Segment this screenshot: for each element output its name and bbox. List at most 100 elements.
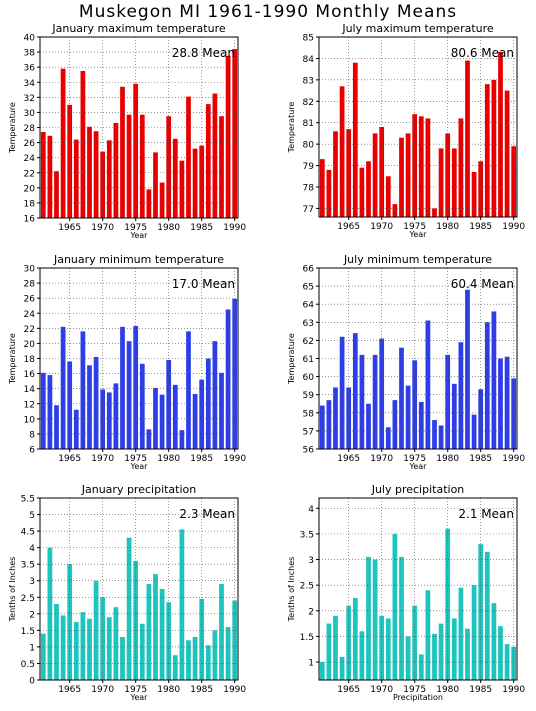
bar-1973 [399, 556, 404, 680]
bar-1972 [392, 400, 398, 449]
bar-1985 [478, 389, 484, 449]
x-tick-label: 1975 [124, 685, 147, 695]
bar-1977 [146, 584, 152, 680]
page-title: Muskegon MI 1961-1990 Monthly Means [78, 2, 458, 22]
bar-1967 [359, 167, 365, 217]
bar-1983 [186, 640, 191, 680]
bar-1970 [379, 615, 385, 680]
mean-annotation: 2.1 Mean [458, 507, 514, 521]
bar-1966 [73, 622, 79, 680]
x-tick-label: 1965 [58, 223, 81, 233]
bar-1977 [146, 189, 152, 218]
bar-1990 [232, 600, 238, 680]
x-tick-label: 1990 [223, 223, 246, 233]
bar-1962 [326, 623, 332, 680]
bar-1962 [326, 400, 332, 449]
x-tick-label: 1980 [157, 223, 180, 233]
bar-1973 [399, 137, 404, 217]
bar-1968 [87, 365, 92, 449]
bar-1968 [366, 556, 371, 680]
bar-1976 [418, 401, 424, 449]
y-tick-label: 78 [303, 184, 315, 194]
y-tick-label: 10 [24, 415, 36, 425]
y-tick-label: 24 [24, 154, 36, 164]
bar-1964 [339, 656, 345, 680]
bar-1976 [139, 363, 145, 449]
x-tick-label: 1980 [157, 454, 180, 464]
bar-1981 [451, 148, 457, 217]
bar-1966 [352, 597, 358, 680]
x-axis-label: Year [409, 230, 428, 239]
chart-panel-5: 0 0.5 1 1.5 2 2.5 3 3.5 4 4.5 5 5.5 1965 1970 1975 1980… [8, 483, 246, 702]
y-tick-label: 40 [24, 34, 36, 44]
bar-1986 [205, 104, 211, 218]
y-tick-label: 83 [303, 76, 314, 86]
bar-1974 [126, 341, 132, 449]
bar-1963 [54, 603, 59, 680]
bar-1985 [478, 161, 484, 217]
y-tick-label: 16 [24, 370, 36, 380]
bar-1990 [511, 378, 517, 449]
plot-frame [318, 497, 518, 681]
bar-1967 [359, 631, 365, 680]
x-tick-label: 1990 [223, 454, 246, 464]
bar-1985 [199, 379, 205, 449]
bar-1964 [339, 336, 345, 449]
bar-1975 [133, 560, 139, 680]
bar-1981 [172, 655, 178, 680]
bar-1975 [412, 114, 418, 217]
bar-1974 [405, 133, 411, 217]
chart-title: July maximum temperature [341, 22, 494, 35]
x-tick-label: 1965 [58, 454, 81, 464]
x-tick-label: 1975 [124, 223, 147, 233]
bar-1969 [93, 356, 99, 449]
bar-1968 [87, 126, 92, 218]
y-tick-label: 6 [29, 446, 35, 456]
x-tick-label: 1970 [91, 454, 114, 464]
bar-1980 [445, 354, 451, 449]
x-tick-label: 1975 [403, 454, 426, 464]
y-tick-label: 82 [303, 98, 314, 108]
chart-title: January maximum temperature [51, 22, 225, 35]
bar-1982 [179, 430, 185, 449]
y-tick-label: 26 [24, 295, 36, 305]
bar-1977 [146, 429, 152, 449]
bar-1968 [87, 618, 92, 680]
y-tick-label: 64 [303, 301, 315, 311]
bar-1965 [346, 129, 352, 217]
y-tick-label: 3.5 [21, 561, 35, 571]
bar-1979 [159, 589, 165, 680]
bar-1982 [179, 529, 185, 680]
bar-1976 [139, 114, 145, 218]
y-tick-label: 12 [24, 400, 35, 410]
bar-1978 [153, 387, 158, 449]
bar-1978 [432, 208, 437, 217]
y-axis-label: Temperature [287, 102, 296, 154]
bar-1978 [432, 420, 437, 449]
x-tick-label: 1985 [190, 223, 213, 233]
x-tick-label: 1985 [469, 685, 492, 695]
bar-1968 [366, 161, 371, 217]
y-tick-label: 8 [29, 430, 35, 440]
bar-1964 [60, 326, 66, 449]
y-tick-label: 57 [303, 427, 314, 437]
x-tick-label: 1980 [157, 685, 180, 695]
bar-1986 [484, 84, 490, 217]
bar-1977 [425, 590, 431, 680]
chart-panel-3: 6 8 10 12 14 16 18 20 22 24 26 28 30 1965 1970 1975 1980… [8, 253, 246, 471]
bar-1975 [133, 326, 139, 449]
bar-1987 [491, 311, 497, 449]
bar-1971 [385, 427, 391, 449]
bar-1966 [73, 409, 79, 449]
y-tick-label: 1 [29, 643, 35, 653]
y-tick-label: 79 [303, 162, 315, 172]
bar-1983 [465, 60, 470, 217]
x-axis-label: Year [130, 693, 149, 702]
y-tick-label: 80 [303, 141, 315, 151]
bar-1983 [465, 289, 470, 449]
bar-1973 [120, 86, 125, 218]
mean-annotation: 2.3 Mean [179, 507, 235, 521]
bar-1987 [491, 79, 497, 217]
y-tick-label: 22 [24, 325, 35, 335]
bar-1988 [498, 626, 503, 680]
